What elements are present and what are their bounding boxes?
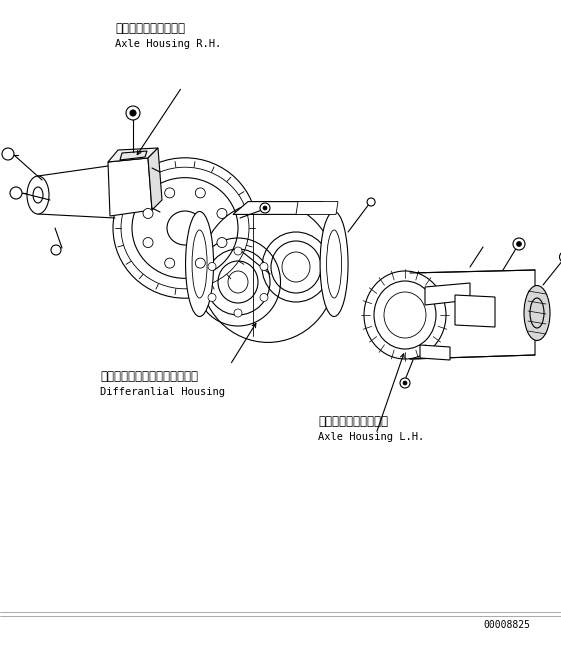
Text: アクスルハウジング左: アクスルハウジング左: [318, 415, 388, 428]
Polygon shape: [296, 202, 338, 214]
Circle shape: [165, 258, 174, 268]
Circle shape: [2, 148, 14, 160]
Ellipse shape: [27, 176, 49, 214]
Circle shape: [367, 198, 375, 206]
Circle shape: [517, 242, 522, 247]
Circle shape: [403, 381, 407, 385]
Circle shape: [559, 251, 561, 262]
Polygon shape: [108, 148, 158, 162]
Text: 00008825: 00008825: [483, 620, 530, 630]
Circle shape: [143, 238, 153, 247]
Polygon shape: [233, 202, 323, 214]
Polygon shape: [420, 345, 450, 360]
Circle shape: [208, 262, 216, 271]
Circle shape: [217, 238, 227, 247]
Ellipse shape: [200, 202, 336, 342]
Polygon shape: [410, 270, 535, 359]
Circle shape: [195, 258, 205, 268]
Ellipse shape: [186, 211, 214, 317]
Polygon shape: [120, 151, 147, 160]
Circle shape: [400, 378, 410, 388]
Circle shape: [165, 188, 174, 198]
Circle shape: [143, 209, 153, 218]
Text: Differanlial Housing: Differanlial Housing: [100, 387, 225, 397]
Polygon shape: [108, 158, 152, 216]
Ellipse shape: [113, 158, 257, 298]
Ellipse shape: [524, 286, 550, 340]
Circle shape: [234, 309, 242, 317]
Circle shape: [260, 262, 268, 271]
Circle shape: [10, 187, 22, 199]
Circle shape: [195, 188, 205, 198]
Circle shape: [51, 245, 61, 255]
Text: Axle Housing L.H.: Axle Housing L.H.: [318, 432, 424, 442]
Ellipse shape: [33, 187, 43, 203]
Circle shape: [208, 293, 216, 302]
Circle shape: [130, 110, 136, 116]
Polygon shape: [425, 283, 470, 305]
Circle shape: [126, 106, 140, 120]
Circle shape: [234, 247, 242, 255]
Polygon shape: [455, 295, 495, 327]
Circle shape: [217, 209, 227, 218]
Circle shape: [263, 206, 267, 210]
Polygon shape: [148, 148, 162, 210]
Circle shape: [513, 238, 525, 250]
Ellipse shape: [320, 211, 348, 317]
Circle shape: [260, 293, 268, 302]
Text: ディファレンシャルハウジング: ディファレンシャルハウジング: [100, 370, 198, 383]
Text: アクスルハウジング右: アクスルハウジング右: [115, 22, 185, 35]
Circle shape: [260, 203, 270, 213]
Ellipse shape: [364, 271, 446, 359]
Text: Axle Housing R.H.: Axle Housing R.H.: [115, 39, 221, 49]
